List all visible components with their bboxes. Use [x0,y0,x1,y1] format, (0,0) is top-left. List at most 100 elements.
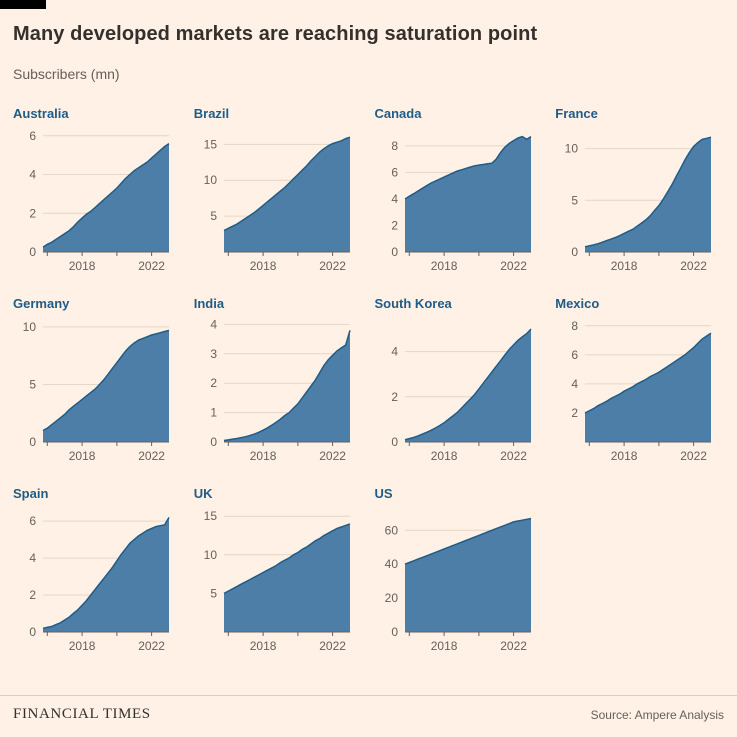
charts-grid: Australia 0 2 4 6 2018 2022 Brazil 5 10 15 2018 2022… [0,106,737,656]
chart-title: France [555,106,598,121]
area-fill [404,329,531,442]
x-tick-label: 2022 [319,639,346,653]
y-tick-label: 4 [391,192,398,206]
area-chart: 0 2 4 6 8 2018 2022 [391,135,531,273]
footer-divider [0,695,737,696]
y-tick-label: 6 [391,165,398,179]
y-tick-label: 4 [391,345,398,359]
x-tick-label: 2018 [69,259,96,273]
x-tick-label: 2022 [680,449,707,463]
area-top-line [404,135,531,200]
x-tick-label: 2022 [138,449,165,463]
x-tick-label: 2018 [249,639,276,653]
area-fill [223,137,350,252]
x-tick-label: 2018 [69,449,96,463]
chart-title: Spain [13,486,49,501]
y-tick-label: 60 [384,523,398,537]
y-tick-label: 2 [29,206,36,220]
y-tick-label: 5 [572,193,579,207]
y-tick-label: 10 [203,173,217,187]
y-tick-label: 2 [572,406,579,420]
x-tick-label: 2022 [500,639,527,653]
chart-title: US [374,486,393,501]
area-chart: 0 1 2 3 4 2018 2022 [210,317,351,463]
chart-brazil: Brazil 5 10 15 2018 2022 [194,106,363,276]
x-tick-label: 2022 [500,259,527,273]
y-tick-label: 8 [391,139,398,153]
area-top-line [42,517,170,630]
chart-mexico: Mexico 2 4 6 8 2018 2022 [555,296,724,466]
y-tick-label: 2 [391,390,398,404]
y-tick-label: 6 [29,514,36,528]
x-tick-label: 2018 [249,449,276,463]
area-fill [404,136,531,252]
area-top-line [42,329,170,432]
x-tick-label: 2018 [430,449,457,463]
area-fill [223,330,350,442]
chart-south-korea: South Korea 0 2 4 2018 2022 [375,296,544,466]
area-top-line [223,330,351,442]
chart-title: South Korea [374,296,452,311]
area-chart: 0 20 40 60 2018 2022 [384,517,531,653]
area-top-line [223,523,350,595]
chart-title: Canada [374,106,422,121]
y-tick-label: 0 [391,435,398,449]
area-chart: 2 4 6 8 2018 2022 [572,319,712,463]
chart-title: India [193,296,225,311]
area-top-line [42,142,170,248]
x-tick-label: 2018 [611,259,638,273]
area-top-line [584,332,712,414]
y-tick-label: 15 [203,137,217,151]
area-chart: 0 5 10 2018 2022 [23,320,170,463]
chart-canada: Canada 0 2 4 6 8 2018 2022 [375,106,544,276]
x-tick-label: 2018 [611,449,638,463]
area-fill [223,523,350,632]
y-tick-label: 0 [391,245,398,259]
y-tick-label: 40 [384,557,398,571]
y-tick-label: 0 [210,435,217,449]
area-chart: 5 10 15 2018 2022 [203,136,350,273]
chart-australia: Australia 0 2 4 6 2018 2022 [13,106,182,276]
chart-india: India 0 1 2 3 4 2018 2022 [194,296,363,466]
y-tick-label: 3 [210,347,217,361]
y-tick-label: 6 [29,129,36,143]
x-tick-label: 2018 [249,259,276,273]
x-tick-label: 2022 [138,639,165,653]
y-tick-label: 15 [203,509,217,523]
y-tick-label: 0 [29,245,36,259]
chart-title: UK [193,486,213,501]
y-tick-label: 5 [210,209,217,223]
area-fill [43,330,169,442]
chart-uk: UK 5 10 15 2018 2022 [194,486,363,656]
y-tick-label: 10 [203,548,217,562]
chart-france: France 0 5 10 2018 2022 [555,106,724,276]
header: Many developed markets are reaching satu… [0,9,737,82]
page-title: Many developed markets are reaching satu… [13,23,538,45]
area-chart: 0 2 4 6 2018 2022 [29,514,170,653]
y-tick-label: 4 [210,317,217,331]
y-tick-label: 6 [572,348,579,362]
x-tick-label: 2022 [680,259,707,273]
y-tick-label: 10 [565,142,579,156]
area-top-line [585,136,712,248]
area-chart: 5 10 15 2018 2022 [203,509,350,653]
area-top-line [223,136,350,232]
area-fill [585,333,712,442]
x-tick-label: 2018 [69,639,96,653]
units-label: Subscribers (mn) [13,66,120,82]
y-tick-label: 5 [29,378,36,392]
y-tick-label: 2 [210,376,217,390]
area-top-line [404,517,531,565]
x-tick-label: 2022 [319,449,346,463]
y-tick-label: 20 [384,591,398,605]
y-tick-label: 2 [29,588,36,602]
chart-title: Germany [13,296,70,311]
y-tick-label: 2 [391,219,398,233]
footer: FINANCIAL TIMES Source: Ampere Analysis [0,695,737,737]
y-tick-label: 0 [572,245,579,259]
financial-times-logo: FINANCIAL TIMES [13,706,151,722]
y-tick-label: 1 [210,406,217,420]
x-tick-label: 2022 [500,449,527,463]
footer-row: FINANCIAL TIMES Source: Ampere Analysis [0,696,737,737]
